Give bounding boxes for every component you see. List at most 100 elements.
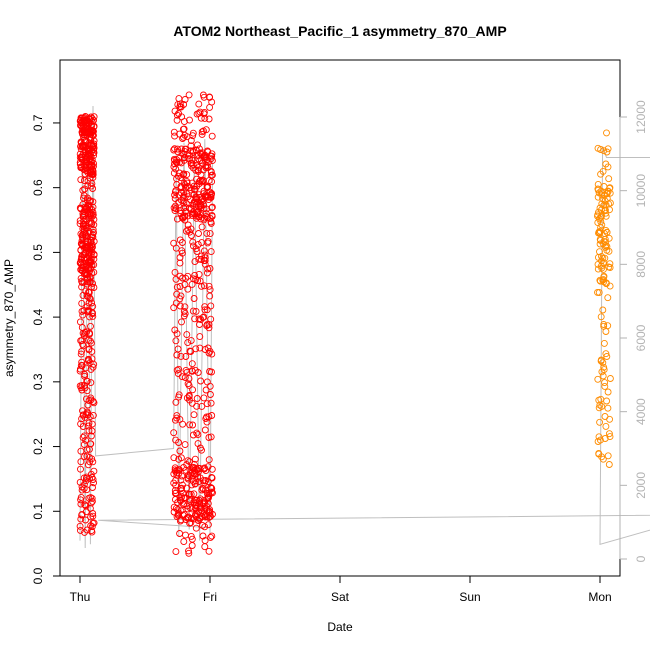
- data-point: [86, 294, 94, 302]
- data-point: [192, 466, 200, 474]
- data-point: [189, 238, 197, 246]
- data-point: [79, 212, 87, 220]
- data-point: [206, 382, 214, 390]
- y2-tick-label: 4000: [634, 398, 648, 425]
- data-point: [173, 414, 181, 422]
- data-point: [596, 277, 604, 285]
- data-point: [201, 114, 209, 122]
- data-point: [192, 513, 200, 521]
- data-point: [177, 182, 185, 190]
- data-point: [599, 259, 607, 267]
- data-point: [206, 368, 214, 375]
- data-point: [194, 241, 202, 248]
- data-point: [180, 192, 188, 199]
- data-point: [171, 466, 179, 474]
- data-point: [77, 447, 85, 455]
- data-point: [207, 399, 215, 407]
- data-point: [602, 243, 610, 251]
- data-point: [79, 311, 87, 319]
- data-point: [195, 230, 202, 237]
- data-point: [208, 157, 216, 165]
- data-point: [603, 353, 611, 360]
- data-point: [77, 274, 85, 282]
- data-point: [598, 402, 606, 410]
- data-point: [89, 198, 97, 206]
- data-point: [606, 264, 614, 271]
- data-point: [601, 197, 609, 205]
- data-point: [193, 110, 201, 118]
- y-tick-label: 0.7: [31, 114, 45, 131]
- data-point: [197, 377, 205, 385]
- y-axis-label: asymmetry_870_AMP: [2, 259, 16, 377]
- data-point: [86, 330, 94, 338]
- data-point: [177, 352, 185, 360]
- data-point: [208, 190, 216, 197]
- data-point: [185, 392, 193, 399]
- data-point: [174, 148, 182, 156]
- data-point: [201, 251, 209, 259]
- data-point: [177, 476, 185, 484]
- data-point: [90, 127, 97, 135]
- data-point: [78, 242, 86, 250]
- data-point: [198, 178, 206, 186]
- data-point: [209, 510, 216, 518]
- data-point: [208, 412, 216, 419]
- data-point: [181, 303, 189, 311]
- data-point: [76, 318, 84, 326]
- data-point: [602, 350, 610, 358]
- data-point: [184, 457, 192, 465]
- data-point: [603, 397, 611, 405]
- data-point: [89, 226, 97, 234]
- data-point: [206, 508, 214, 516]
- data-point: [594, 288, 601, 296]
- data-point: [176, 272, 184, 280]
- data-point: [184, 226, 192, 234]
- data-point: [601, 230, 609, 238]
- data-point: [198, 130, 206, 138]
- data-point: [180, 133, 187, 141]
- data-point: [79, 411, 87, 419]
- data-point: [78, 277, 86, 285]
- data-point: [176, 494, 184, 502]
- data-point: [191, 480, 199, 488]
- data-point: [172, 436, 180, 444]
- data-point: [603, 243, 611, 250]
- data-point: [201, 151, 209, 159]
- data-point: [203, 322, 211, 330]
- data-point: [81, 528, 88, 536]
- data-point: [606, 375, 614, 382]
- data-point: [189, 208, 197, 216]
- data-point: [203, 229, 211, 237]
- altitude-line: [79, 105, 650, 549]
- data-point: [203, 413, 211, 421]
- data-point: [201, 499, 209, 507]
- data-point: [88, 161, 96, 169]
- data-point: [189, 431, 197, 439]
- data-point: [597, 206, 605, 214]
- data-point: [207, 155, 215, 163]
- data-point: [598, 368, 606, 376]
- data-point: [173, 366, 181, 374]
- data-point: [183, 502, 191, 510]
- data-point: [594, 144, 602, 152]
- data-point: [204, 265, 212, 273]
- data-point: [78, 358, 86, 366]
- data-point: [190, 198, 198, 206]
- data-point: [90, 519, 98, 527]
- data-point: [196, 444, 204, 452]
- data-point: [89, 233, 97, 241]
- data-point: [84, 308, 92, 316]
- data-point: [206, 230, 214, 238]
- data-point: [197, 256, 205, 263]
- data-point: [181, 441, 189, 449]
- data-point: [185, 204, 193, 212]
- data-point: [77, 119, 85, 127]
- x-tick-label: Fri: [203, 590, 217, 604]
- data-point: [180, 154, 188, 161]
- data-point: [205, 509, 213, 517]
- data-point: [601, 379, 609, 387]
- data-point: [170, 503, 178, 511]
- data-point: [201, 306, 209, 314]
- data-point: [83, 156, 91, 164]
- chart-title: ATOM2 Northeast_Pacific_1 asymmetry_870_…: [173, 23, 506, 39]
